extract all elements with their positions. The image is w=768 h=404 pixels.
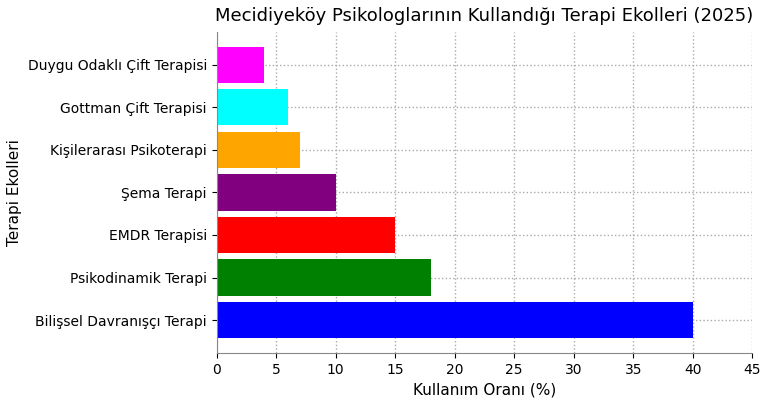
Bar (217, 89, 288, 125)
Bar (217, 132, 300, 168)
Bar (217, 46, 264, 83)
Title: Mecidiyeköy Psikologlarının Kullandığı Terapi Ekolleri (2025): Mecidiyeköy Psikologlarının Kullandığı T… (215, 7, 753, 25)
Y-axis label: Terapi Ekolleri: Terapi Ekolleri (7, 139, 22, 246)
Bar (217, 302, 693, 338)
Bar (217, 217, 396, 253)
X-axis label: Kullanım Oranı (%): Kullanım Oranı (%) (413, 382, 556, 397)
Bar (217, 259, 431, 296)
Bar (217, 175, 336, 210)
